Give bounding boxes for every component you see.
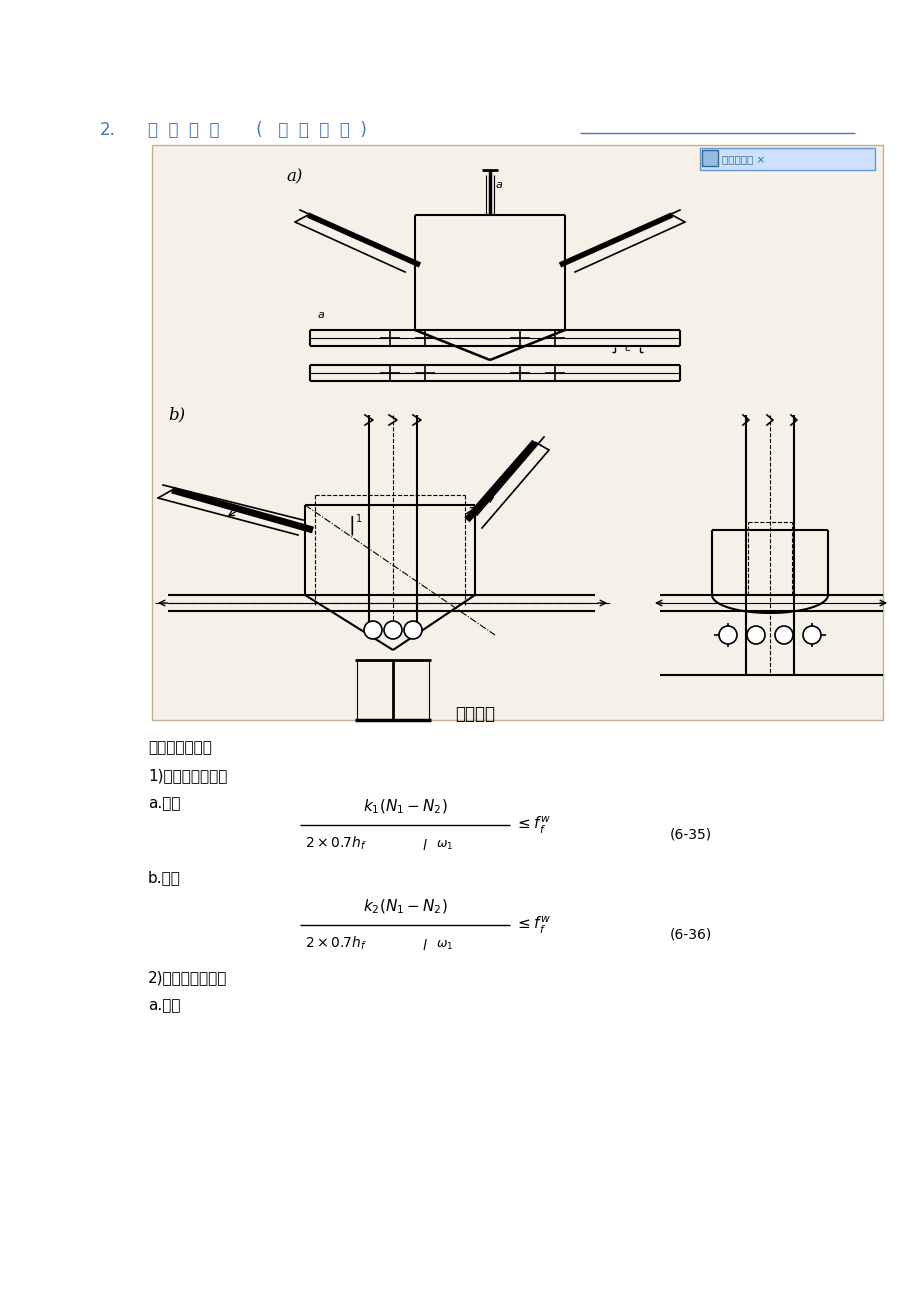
Circle shape — [719, 626, 736, 644]
Text: $l$: $l$ — [422, 937, 427, 953]
Circle shape — [383, 621, 402, 639]
Text: c: c — [624, 342, 630, 353]
Text: b): b) — [168, 406, 185, 423]
Text: |: | — [348, 516, 355, 535]
Text: a: a — [495, 180, 503, 190]
Text: $k_2\left(N_1-N_2\right)$: $k_2\left(N_1-N_2\right)$ — [362, 898, 447, 917]
Text: 2)节点处有外荷载: 2)节点处有外荷载 — [148, 970, 227, 986]
Text: 小窗口播放 ×: 小窗口播放 × — [721, 154, 765, 164]
Text: $\omega_1$: $\omega_1$ — [436, 838, 453, 852]
Text: a.肢背: a.肢背 — [148, 796, 180, 811]
Text: $2\times0.7h_f$: $2\times0.7h_f$ — [305, 935, 367, 952]
Text: a): a) — [286, 168, 302, 185]
Bar — [152, 145, 882, 720]
Text: $\leq f_f^w$: $\leq f_f^w$ — [515, 914, 550, 936]
Text: $l$: $l$ — [422, 837, 427, 853]
Text: b.肢尖: b.肢尖 — [148, 870, 181, 885]
Circle shape — [774, 626, 792, 644]
Text: 1: 1 — [356, 514, 362, 523]
Circle shape — [802, 626, 820, 644]
Text: $\leq f_f^w$: $\leq f_f^w$ — [515, 815, 550, 836]
Bar — [701, 150, 717, 165]
Text: $\omega_1$: $\omega_1$ — [436, 939, 453, 952]
Text: 下弦节点: 下弦节点 — [455, 704, 494, 723]
Circle shape — [746, 626, 765, 644]
Text: a.肢背: a.肢背 — [148, 999, 180, 1013]
Text: 下  弦  节  点       (   如  图  所  示  ): 下 弦 节 点 ( 如 图 所 示 ) — [148, 121, 367, 139]
Bar — [699, 148, 874, 171]
Text: $2\times0.7h_f$: $2\times0.7h_f$ — [305, 835, 367, 852]
Text: 1)节点处无外荷载: 1)节点处无外荷载 — [148, 768, 227, 783]
Text: (6-36): (6-36) — [669, 928, 711, 943]
Text: 2.: 2. — [100, 121, 116, 139]
Circle shape — [403, 621, 422, 639]
Text: (6-35): (6-35) — [669, 828, 711, 842]
Text: $k_1\left(N_1-N_2\right)$: $k_1\left(N_1-N_2\right)$ — [362, 798, 447, 816]
Text: 同上弦节点设计: 同上弦节点设计 — [148, 740, 211, 755]
Circle shape — [364, 621, 381, 639]
Text: a: a — [318, 310, 324, 320]
